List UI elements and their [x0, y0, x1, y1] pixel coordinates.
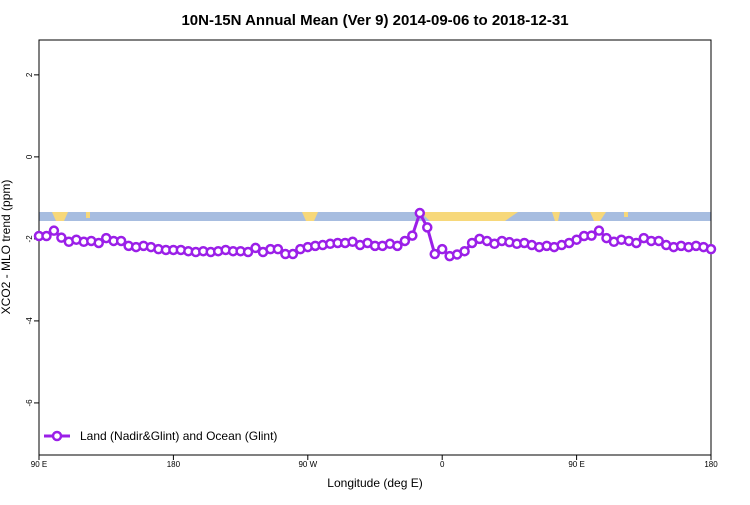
x-tick-label: 180	[167, 460, 181, 469]
point	[436, 243, 448, 255]
y-tick-label: -2	[25, 235, 34, 243]
legend-label: Land (Nadir&Glint) and Ocean (Glint)	[80, 429, 277, 443]
chart-title: 10N-15N Annual Mean (Ver 9) 2014-09-06 t…	[181, 12, 568, 29]
point	[705, 243, 717, 255]
x-tick-label: 180	[704, 460, 718, 469]
y-axis-label: XCO2 - MLO trend (ppm)	[0, 180, 13, 315]
point	[93, 237, 104, 249]
point	[56, 232, 67, 243]
x-tick-label: 90 E	[31, 460, 47, 469]
point	[287, 248, 299, 260]
point	[272, 243, 284, 255]
point	[466, 237, 478, 249]
x-tick-label: 0	[440, 460, 445, 469]
y-tick-label: -6	[25, 399, 34, 407]
point	[593, 225, 605, 236]
point	[407, 230, 418, 241]
y-tick-label: 2	[25, 72, 34, 77]
x-axis-label: Longitude (deg E)	[327, 476, 422, 490]
point	[48, 225, 60, 236]
x-tick-label: 90 W	[298, 460, 317, 469]
x-tick-label: 90 E	[568, 460, 584, 469]
point	[250, 242, 261, 254]
point	[631, 237, 642, 249]
point	[653, 235, 664, 247]
point	[422, 222, 433, 233]
point	[459, 245, 470, 257]
point	[399, 235, 411, 247]
land-ocean-band	[39, 212, 711, 221]
y-tick-label: 0	[25, 154, 34, 159]
point	[586, 230, 597, 241]
point	[414, 207, 426, 219]
legend-marker	[51, 430, 63, 442]
point	[392, 240, 403, 252]
point	[115, 235, 127, 247]
point	[41, 230, 52, 242]
y-tick-label: -4	[25, 317, 34, 325]
point	[242, 246, 254, 258]
point	[429, 248, 440, 260]
